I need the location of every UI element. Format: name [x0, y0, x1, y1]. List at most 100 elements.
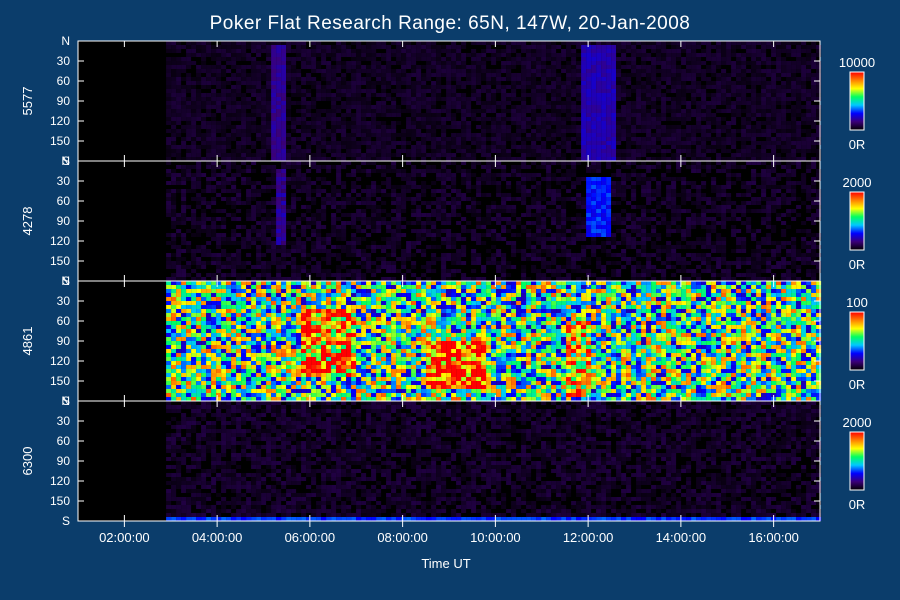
heatmap-cell: [336, 89, 342, 93]
heatmap-cell: [711, 101, 717, 105]
heatmap-cell: [521, 185, 527, 189]
heatmap-cell: [596, 113, 602, 117]
heatmap-cell: [191, 145, 197, 149]
heatmap-cell: [456, 73, 462, 77]
heatmap-cell: [546, 193, 552, 197]
heatmap-cell: [166, 85, 172, 89]
heatmap-cell: [601, 101, 607, 105]
heatmap-cell: [741, 61, 747, 65]
heatmap-cell: [336, 109, 342, 113]
heatmap-cell: [516, 77, 522, 81]
heatmap-cell: [566, 265, 572, 269]
heatmap-cell: [356, 121, 362, 125]
heatmap-cell: [206, 105, 212, 109]
heatmap-cell: [501, 145, 507, 149]
heatmap-cell: [271, 261, 277, 265]
heatmap-cell: [286, 45, 292, 49]
heatmap-cell: [476, 221, 482, 225]
heatmap-cell: [256, 45, 262, 49]
heatmap-cell: [331, 201, 337, 205]
heatmap-cell: [471, 261, 477, 265]
heatmap-cell: [631, 121, 637, 125]
heatmap-cell: [401, 101, 407, 105]
heatmap-cell: [366, 189, 372, 193]
heatmap-cell: [371, 113, 377, 117]
heatmap-cell: [461, 105, 467, 109]
heatmap-cell: [296, 237, 302, 241]
heatmap-cell: [511, 65, 517, 69]
heatmap-cell: [536, 277, 542, 281]
heatmap-cell: [471, 141, 477, 145]
heatmap-cell: [401, 133, 407, 137]
heatmap-cell: [551, 73, 557, 77]
heatmap-cell: [356, 253, 362, 257]
heatmap-cell: [626, 149, 632, 153]
heatmap-cell: [396, 73, 402, 77]
heatmap-cell: [376, 157, 382, 161]
heatmap-cell: [436, 109, 442, 113]
heatmap-cell: [461, 253, 467, 257]
heatmap-cell: [416, 241, 422, 245]
heatmap-cell: [741, 85, 747, 89]
heatmap-cell: [811, 61, 817, 65]
heatmap-cell: [636, 117, 642, 121]
heatmap-cell: [396, 93, 402, 97]
heatmap-cell: [381, 277, 387, 281]
heatmap-cell: [756, 97, 762, 101]
heatmap-cell: [226, 237, 232, 241]
heatmap-cell: [481, 137, 487, 141]
heatmap-cell: [171, 77, 177, 81]
heatmap-cell: [351, 89, 357, 93]
heatmap-cell: [471, 185, 477, 189]
heatmap-cell: [381, 69, 387, 73]
heatmap-cell: [596, 101, 602, 105]
heatmap-cell: [226, 89, 232, 93]
heatmap-cell: [311, 113, 317, 117]
heatmap-cell: [616, 73, 622, 77]
heatmap-cell: [816, 125, 822, 129]
heatmap-cell: [181, 193, 187, 197]
heatmap-cell: [531, 81, 537, 85]
heatmap-cell: [441, 109, 447, 113]
heatmap-cell: [466, 153, 472, 157]
heatmap-cell: [386, 241, 392, 245]
heatmap-cell: [166, 109, 172, 113]
heatmap-cell: [471, 81, 477, 85]
heatmap-cell: [231, 109, 237, 113]
heatmap-cell: [396, 49, 402, 53]
heatmap-cell: [441, 133, 447, 137]
heatmap-cell: [661, 61, 667, 65]
heatmap-cell: [336, 229, 342, 233]
heatmap-cell: [451, 153, 457, 157]
heatmap-cell: [321, 57, 327, 61]
heatmap-cell: [191, 113, 197, 117]
heatmap-cell: [521, 225, 527, 229]
heatmap-cell: [641, 85, 647, 89]
heatmap-cell: [351, 141, 357, 145]
heatmap-cell: [471, 205, 477, 209]
heatmap-cell: [306, 121, 312, 125]
heatmap-cell: [411, 85, 417, 89]
heatmap-cell: [346, 109, 352, 113]
heatmap-cell: [416, 81, 422, 85]
heatmap-cell: [701, 141, 707, 145]
heatmap-cell: [636, 113, 642, 117]
heatmap-cell: [301, 229, 307, 233]
heatmap-cell: [621, 97, 627, 101]
heatmap-cell: [391, 245, 397, 249]
heatmap-cell: [356, 65, 362, 69]
heatmap-cell: [241, 105, 247, 109]
heatmap-cell: [436, 73, 442, 77]
heatmap-cell: [356, 109, 362, 113]
heatmap-cell: [196, 109, 202, 113]
heatmap-cell: [406, 45, 412, 49]
heatmap-cell: [171, 237, 177, 241]
heatmap-cell: [526, 109, 532, 113]
heatmap-cell: [451, 157, 457, 161]
heatmap-cell: [461, 73, 467, 77]
heatmap-cell: [186, 109, 192, 113]
heatmap-cell: [251, 93, 257, 97]
heatmap-cell: [181, 273, 187, 277]
heatmap-cell: [631, 73, 637, 77]
heatmap-cell: [486, 193, 492, 197]
